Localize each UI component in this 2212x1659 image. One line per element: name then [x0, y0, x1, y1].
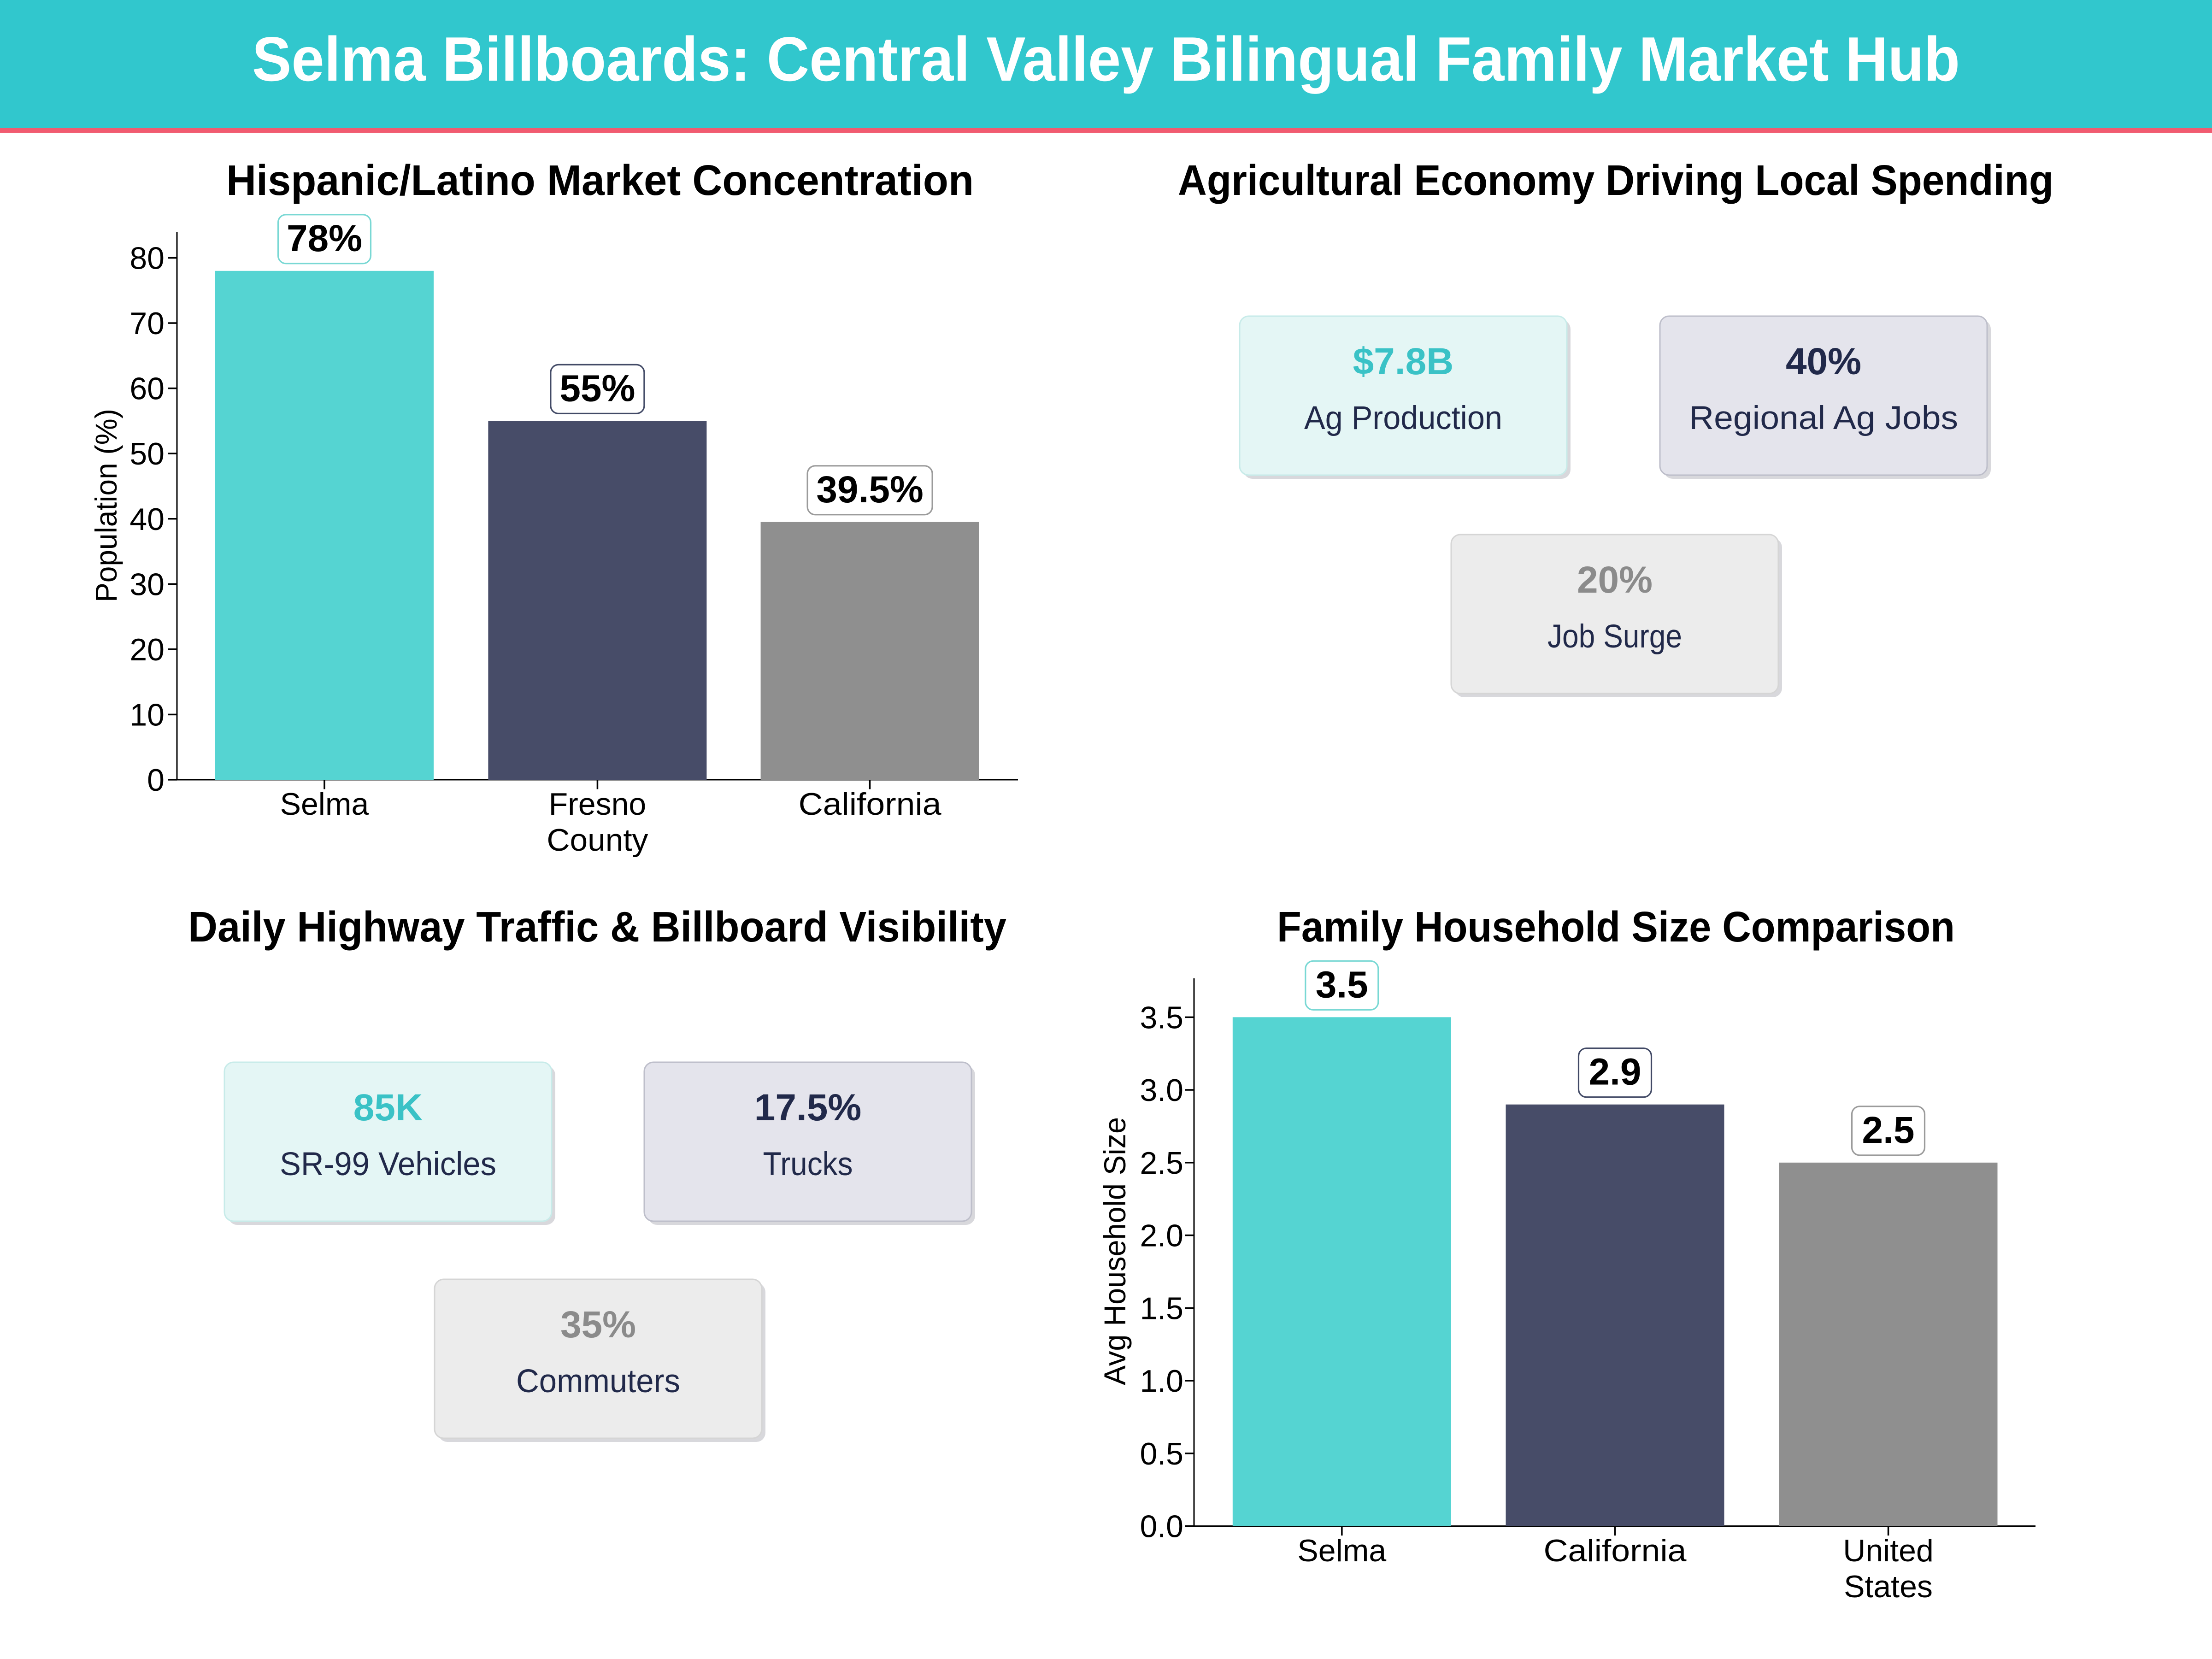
svg-text:3.5: 3.5: [1140, 1000, 1183, 1035]
svg-text:35%: 35%: [560, 1304, 636, 1346]
svg-text:3.0: 3.0: [1140, 1073, 1183, 1108]
svg-text:$7.8B: $7.8B: [1353, 341, 1454, 382]
svg-text:Avg Household Size: Avg Household Size: [1098, 1117, 1132, 1385]
svg-text:85K: 85K: [353, 1087, 423, 1129]
svg-text:0: 0: [147, 763, 165, 798]
svg-text:County: County: [547, 823, 648, 858]
svg-text:39.5%: 39.5%: [816, 469, 924, 511]
svg-text:10: 10: [129, 697, 165, 732]
svg-text:60: 60: [129, 371, 165, 406]
svg-text:Daily Highway Traffic & Billbo: Daily Highway Traffic & Billboard Visibi…: [188, 903, 1006, 951]
svg-text:1.0: 1.0: [1140, 1364, 1183, 1399]
svg-text:20%: 20%: [1577, 559, 1653, 601]
svg-text:2.5: 2.5: [1140, 1146, 1183, 1181]
svg-text:2.5: 2.5: [1862, 1109, 1915, 1151]
svg-text:SR-99 Vehicles: SR-99 Vehicles: [280, 1146, 496, 1182]
svg-text:Job Surge: Job Surge: [1547, 618, 1682, 655]
svg-text:40: 40: [129, 502, 165, 537]
svg-text:Regional Ag Jobs: Regional Ag Jobs: [1689, 400, 1958, 436]
svg-text:17.5%: 17.5%: [754, 1087, 862, 1129]
svg-text:0.5: 0.5: [1140, 1436, 1183, 1471]
svg-text:55%: 55%: [559, 367, 635, 409]
svg-text:40%: 40%: [1786, 341, 1861, 382]
svg-text:30: 30: [129, 567, 165, 602]
svg-text:Agricultural Economy Driving L: Agricultural Economy Driving Local Spend…: [1178, 156, 2053, 204]
svg-text:Hispanic/Latino Market Concent: Hispanic/Latino Market Concentration: [226, 156, 974, 204]
svg-text:20: 20: [129, 632, 165, 667]
svg-text:2.9: 2.9: [1589, 1051, 1641, 1093]
svg-text:Commuters: Commuters: [516, 1363, 680, 1400]
svg-text:0.0: 0.0: [1140, 1509, 1183, 1544]
svg-text:Fresno: Fresno: [549, 787, 647, 822]
svg-text:1.5: 1.5: [1140, 1291, 1183, 1326]
svg-text:California: California: [799, 787, 941, 822]
svg-text:70: 70: [129, 306, 165, 341]
svg-text:States: States: [1844, 1569, 1933, 1604]
svg-text:50: 50: [129, 436, 165, 471]
svg-text:United: United: [1843, 1533, 1934, 1568]
svg-text:Selma: Selma: [280, 787, 369, 822]
svg-text:California: California: [1544, 1533, 1687, 1568]
svg-text:Selma: Selma: [1297, 1533, 1386, 1568]
svg-text:Ag Production: Ag Production: [1304, 400, 1502, 436]
svg-text:Population (%): Population (%): [89, 409, 123, 602]
svg-text:2.0: 2.0: [1140, 1218, 1183, 1253]
svg-text:78%: 78%: [287, 218, 362, 259]
svg-text:3.5: 3.5: [1316, 964, 1368, 1006]
svg-text:80: 80: [129, 241, 165, 276]
svg-text:Selma Billboards: Central Vall: Selma Billboards: Central Valley Bilingu…: [252, 24, 1960, 94]
svg-text:Family Household Size Comparis: Family Household Size Comparison: [1277, 903, 1955, 951]
svg-text:Trucks: Trucks: [763, 1146, 853, 1182]
